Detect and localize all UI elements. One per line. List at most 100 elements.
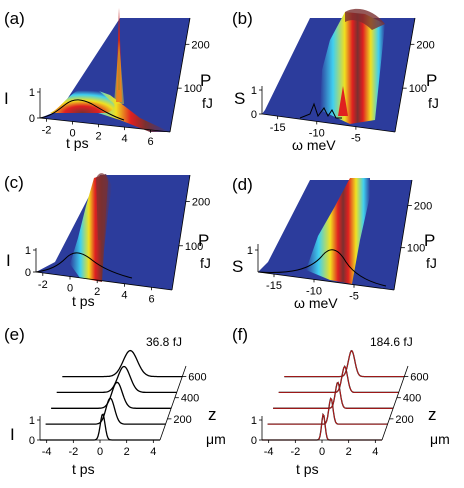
panel-f-label: (f): [232, 325, 248, 344]
panel-a-xtick-label: -2: [42, 125, 52, 137]
panel-e-xtick-label: -4: [42, 446, 52, 458]
panel-e-xtick-label: 2: [124, 446, 130, 458]
panel-c-xtick-label: -2: [38, 279, 48, 291]
panel-c-xlabel: t ps: [72, 293, 95, 309]
panel-e-z-axis: [159, 365, 187, 441]
panel-f-trace-overlay: [267, 397, 388, 425]
panel-e-trace: [40, 413, 160, 441]
panel-a-p-axis: [169, 17, 191, 133]
panel-b-ylabel: S: [234, 89, 245, 108]
panel-e-zlabel-unit: μm: [206, 431, 226, 447]
panel-e-annotation: 36.8 fJ: [146, 335, 182, 349]
panel-b-spike: [338, 86, 348, 116]
panel-f-xtick-label: 0: [319, 446, 325, 458]
panel-d-xtick-label: -15: [266, 280, 282, 292]
panel-c-zticks: 100 200: [178, 197, 210, 253]
panel-f-trace: [284, 349, 405, 378]
panel-b-cap: [345, 8, 385, 30]
panel-c-ridge-core: [96, 173, 108, 240]
panel-b-ytick-label: 1: [251, 85, 257, 97]
panel-b-zlabel-p: P: [426, 71, 437, 90]
panel-f-ytick-label: 0: [251, 435, 257, 447]
panel-d-zlabel-unit: fJ: [426, 255, 437, 271]
panel-f-xtick-label: 4: [372, 446, 378, 458]
panel-b-yticks: 01: [251, 85, 262, 121]
panel-d-xlabel: ω meV: [294, 295, 338, 311]
panel-c-xtick-label: 4: [121, 290, 127, 302]
panel-f-xtick-label: -2: [290, 446, 300, 458]
panel-e-ytick-label: 1: [29, 415, 35, 427]
panel-f-trace: [267, 397, 388, 425]
panel-a-ytick-label: 1: [29, 87, 35, 99]
panel-e-ztick-label: 400: [181, 393, 199, 405]
panel-a-xtick-label: 4: [121, 133, 127, 145]
panel-e-xlabel: t ps: [72, 461, 95, 477]
panel-f-trace-overlay: [284, 350, 405, 377]
panel-c-xtick-label: 6: [149, 293, 155, 305]
panel-a-ztick-label: 200: [191, 39, 209, 51]
panel-f-zticks: 200 400 600: [389, 372, 429, 426]
panel-b-label: (b): [232, 9, 253, 28]
panel-d-zticks: 100 200: [400, 200, 432, 255]
panel-b-xlabel: ω meV: [292, 137, 336, 153]
panel-b-w-axis: [261, 113, 396, 133]
panel-f-zlabel-unit: μm: [430, 431, 450, 447]
panel-c-t-axis: [35, 271, 173, 291]
panel-d-ztick-label: 200: [414, 200, 432, 212]
panel-e-trace: [45, 397, 166, 425]
panel-c-xtick-label: 0: [67, 283, 73, 295]
panel-d-w-axis: [257, 271, 395, 291]
panel-c-ztick-label: 200: [192, 197, 210, 209]
panel-d-ytick-label: 1: [247, 245, 253, 257]
panel-f-xtick-label: -4: [264, 446, 274, 458]
panel-d-yticks: 1: [247, 245, 258, 257]
panel-c-zlabel-p: P: [198, 231, 209, 250]
panel-d-ridge: [306, 178, 370, 284]
panel-f-traces: [262, 349, 405, 441]
panel-a-baseline-curve: [39, 99, 125, 121]
panel-f-yticks: 01: [251, 415, 262, 447]
panel-f-trace-overlay: [262, 413, 382, 441]
panel-c-ytick-label: 0: [25, 267, 31, 279]
panel-f-zlabel-z: z: [428, 405, 437, 424]
panel-e-zlabel-z: z: [208, 405, 217, 424]
panel-e-ztick-label: 600: [188, 372, 206, 384]
panel-f-ztick-label: 200: [395, 414, 413, 426]
panel-e-trace: [56, 365, 177, 394]
panel-c-plane: [36, 175, 190, 290]
panel-e-xtick-label: 4: [150, 446, 156, 458]
panel-b-zlabel-unit: fJ: [428, 95, 439, 111]
panel-a-xtick-label: 0: [69, 128, 75, 140]
panel-e-ztick-label: 200: [173, 414, 191, 426]
panel-e-trace: [62, 349, 183, 378]
panel-d-label: (d): [232, 175, 253, 194]
panel-c-xticks: -2 0 2 4 6: [38, 272, 155, 305]
panel-e-zticks: 200 400 600: [167, 372, 207, 426]
panel-a-xticks: -2 0 2 4 6: [42, 118, 154, 148]
panel-a-yticks: 01: [29, 87, 40, 125]
panel-a-zlabel-unit: fJ: [202, 95, 213, 111]
panel-b-xtick-label: -15: [270, 122, 286, 134]
panel-b-ztick-label: 200: [416, 39, 434, 51]
panel-a-xtick-label: 2: [95, 130, 101, 142]
panel-d-ylabel: S: [232, 257, 243, 276]
panel-f-ztick-label: 600: [410, 372, 428, 384]
panel-e-xticks: -4 -2 0 2 4: [42, 440, 156, 458]
panel-a-label: (a): [4, 9, 25, 28]
panel-c-ztick-label: 100: [185, 241, 203, 253]
panel-f-trace-overlay: [278, 365, 399, 393]
panel-b-ridge: [320, 12, 385, 124]
panel-b-baseline-curve: [299, 102, 342, 119]
panel-b-zticks: 100 200: [402, 39, 435, 95]
panel-f-trace: [278, 365, 399, 394]
panel-c-label: (c): [4, 173, 24, 192]
panel-f-xlabel: t ps: [296, 461, 319, 477]
panel-f-z-axis: [381, 365, 409, 441]
panel-d-baseline-curve: [257, 249, 387, 287]
panel-c-ylabel: I: [6, 251, 11, 270]
panel-f: (f) t ps z μm 184.6 fJ -4 -2 0 2 4 01 200400…: [232, 325, 450, 477]
panel-d-zlabel-p: P: [424, 231, 435, 250]
panel-a-ztick-label: 100: [184, 83, 202, 95]
